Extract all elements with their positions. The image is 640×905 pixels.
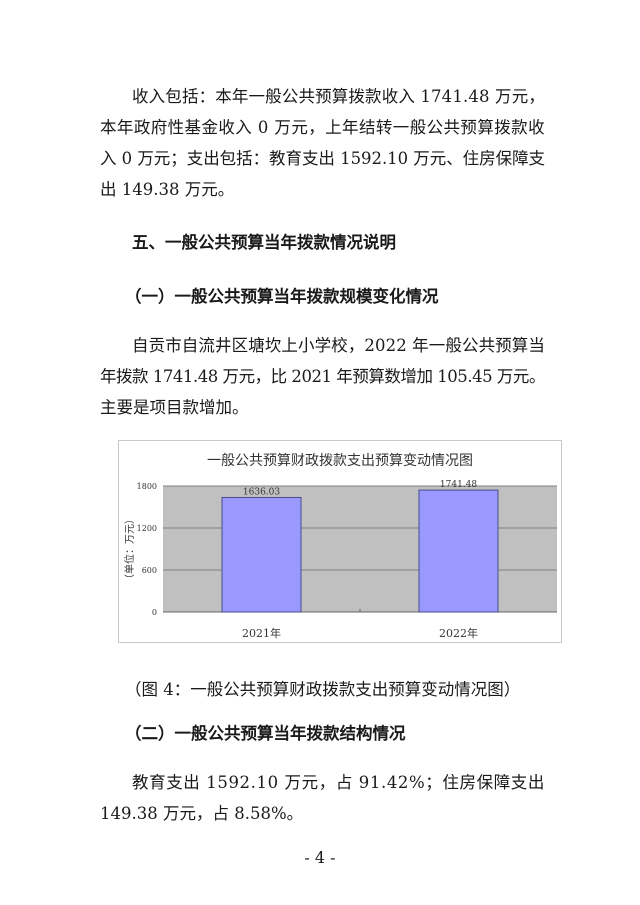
para1-line: 入 0 万元；支出包括：教育支出 1592.10 万元、住房保障支 bbox=[100, 149, 545, 168]
y-tick-label: 1200 bbox=[137, 524, 157, 533]
data-label: 1741.48 bbox=[440, 480, 477, 490]
chart-ylabel: （单位：万元） bbox=[123, 514, 136, 584]
para2-line: 自贡市自流井区塘坎上小学校，2022 年一般公共预算当 bbox=[132, 336, 545, 355]
bar-2021年 bbox=[221, 496, 302, 613]
y-tick-label: 600 bbox=[142, 566, 157, 575]
para2-line: 主要是项目款增加。 bbox=[100, 398, 249, 417]
y-tick-label: 1800 bbox=[137, 482, 157, 491]
para1-line: 收入包括：本年一般公共预算拨款收入 1741.48 万元， bbox=[132, 87, 545, 106]
x-tick-label: 2022年 bbox=[439, 626, 478, 640]
chart-svg: 一般公共预算财政拨款支出预算变动情况图 （单位：万元） 0 600 1200 1800… bbox=[123, 453, 557, 640]
para1-line: 本年政府性基金收入 0 万元，上年结转一般公共预算拨款收 bbox=[100, 118, 545, 137]
bar-2022年 bbox=[418, 489, 499, 613]
y-tick-label: 0 bbox=[152, 608, 157, 617]
section-heading: 五、一般公共预算当年拨款情况说明 bbox=[132, 233, 396, 252]
figure-caption: （图 4：一般公共预算财政拨款支出预算变动情况图） bbox=[125, 680, 521, 699]
budget-change-chart: 一般公共预算财政拨款支出预算变动情况图 （单位：万元） 0 600 1200 1800… bbox=[118, 440, 562, 643]
para3-line: 149.38 万元，占 8.58%。 bbox=[100, 804, 304, 823]
subsection-heading: （一）一般公共预算当年拨款规模变化情况 bbox=[125, 287, 439, 306]
para1-line: 出 149.38 万元。 bbox=[100, 180, 235, 199]
para3-line: 教育支出 1592.10 万元，占 91.42%；住房保障支出 bbox=[132, 773, 545, 792]
page-number: - 4 - bbox=[304, 848, 336, 867]
chart-title: 一般公共预算财政拨款支出预算变动情况图 bbox=[207, 453, 473, 469]
x-tick-label: 2021年 bbox=[242, 626, 281, 640]
para2-line: 年拨款 1741.48 万元，比 2021 年预算数增加 105.45 万元。 bbox=[100, 367, 545, 386]
subsection-heading: （二）一般公共预算当年拨款结构情况 bbox=[125, 724, 406, 743]
data-label: 1636.03 bbox=[243, 487, 280, 497]
